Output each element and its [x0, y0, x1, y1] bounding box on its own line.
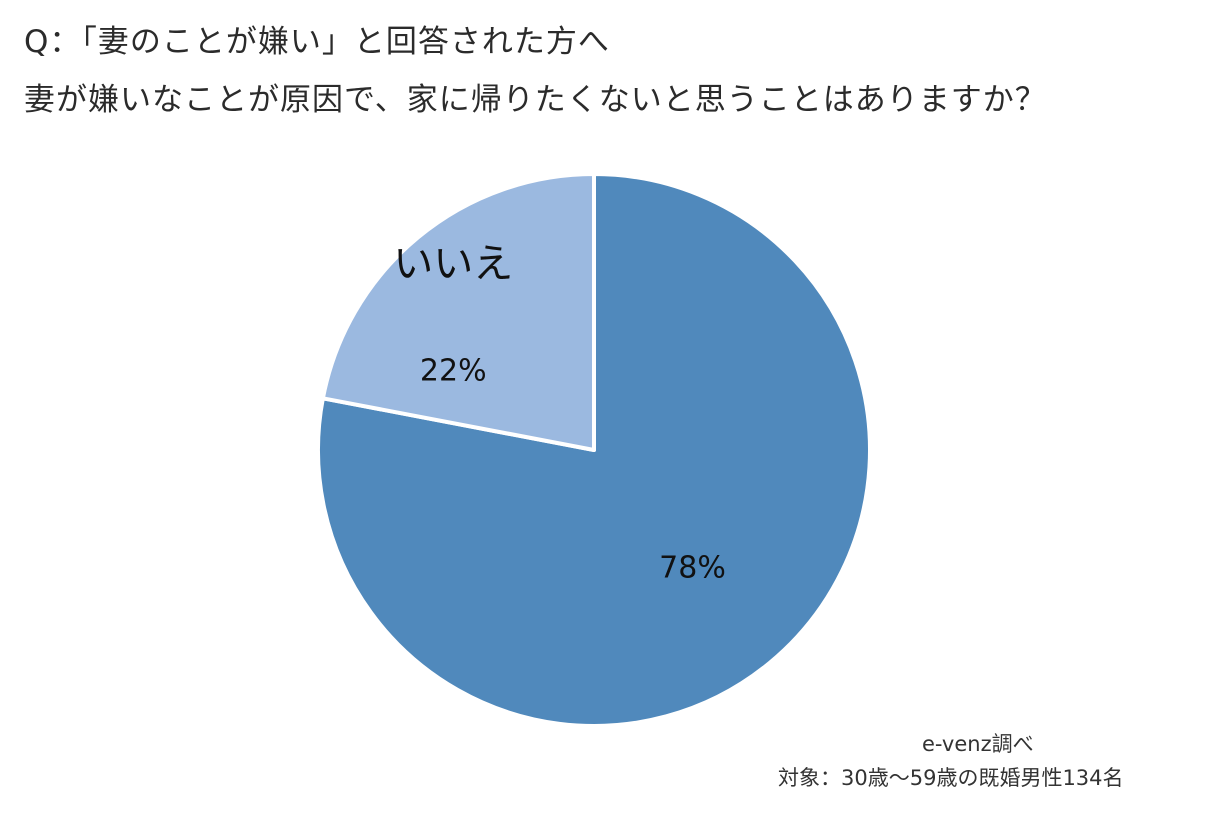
slice-value-label: 78%: [659, 551, 726, 586]
slice-value-label: 22%: [420, 353, 487, 388]
slice-category-label: いいえ: [393, 241, 513, 287]
pie-slice-2: [320, 172, 596, 452]
question-line-1: Q：「妻のことが嫌い」と回答された方へ: [24, 24, 610, 60]
survey-target: 対象：30歳～59歳の既婚男性134名: [778, 766, 1124, 790]
pie-slices: [316, 172, 872, 728]
pie-labels: 78% いいえ 22%: [393, 241, 726, 586]
source-credit: e-venz調べ: [922, 732, 1034, 756]
question-line-2: 妻が嫌いなことが原因で、家に帰りたくないと思うことはありますか？: [24, 82, 1047, 118]
pie-slice-1: [316, 172, 872, 728]
